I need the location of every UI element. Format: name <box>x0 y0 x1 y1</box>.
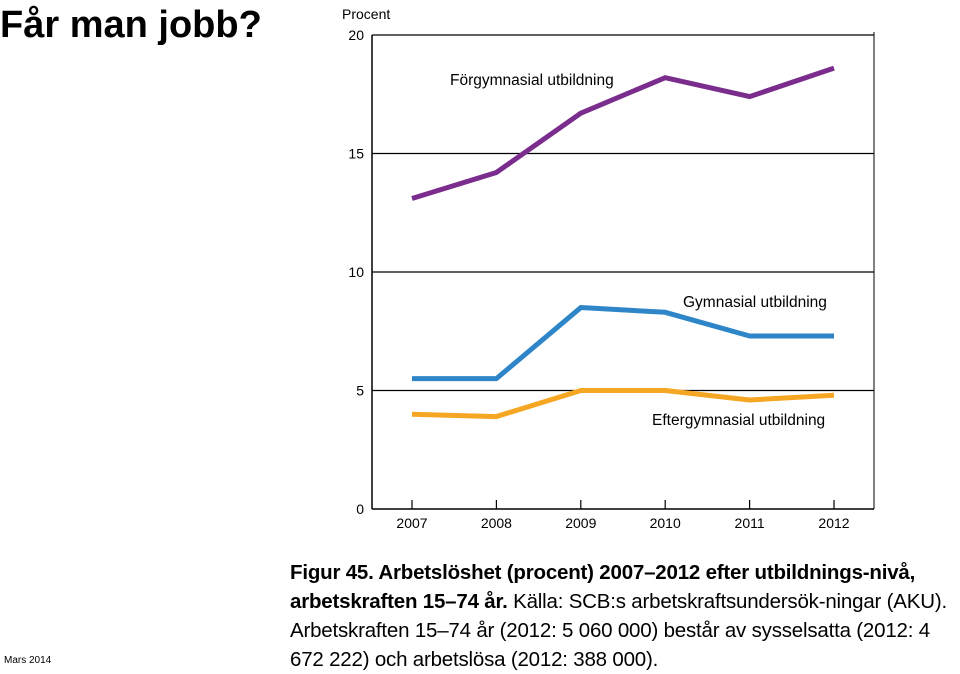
y-tick-label: 20 <box>348 27 364 43</box>
caption-bold: Figur 45. Arbetslöshet (procent) 2007–20… <box>290 561 916 613</box>
x-tick-label: 2011 <box>735 515 765 531</box>
x-tick-label: 2010 <box>650 515 681 531</box>
y-tick-label: 15 <box>348 146 364 162</box>
series-line <box>412 305 834 382</box>
footer-date: Mars 2014 <box>4 655 52 666</box>
x-tick-label: 2012 <box>818 515 849 531</box>
caption-text: Källa: SCB:s arbetskraftsundersök-ningar… <box>290 590 947 671</box>
series-line <box>411 65 835 201</box>
x-tick-label: 2008 <box>481 515 512 531</box>
x-tick-label: 2009 <box>565 515 596 531</box>
x-tick-label: 2007 <box>396 515 427 531</box>
slide-title: Får man jobb? <box>0 4 262 46</box>
line-chart: 0 5 10 15 20 Procent 2007 2008 2009 2010 2011 2012 F… <box>342 6 875 531</box>
y-tick-label: 0 <box>356 501 364 517</box>
series-label: Gymnasial utbildning <box>683 294 827 311</box>
y-tick-label: 10 <box>348 264 364 280</box>
y-axis-label: Procent <box>342 6 390 22</box>
series-label: Förgymnasial utbildning <box>450 72 614 89</box>
series-line <box>411 388 835 420</box>
figure-caption: Figur 45. Arbetslöshet (procent) 2007–20… <box>290 558 958 674</box>
y-tick-label: 5 <box>356 383 364 399</box>
series-label: Eftergymnasial utbildning <box>652 412 825 429</box>
